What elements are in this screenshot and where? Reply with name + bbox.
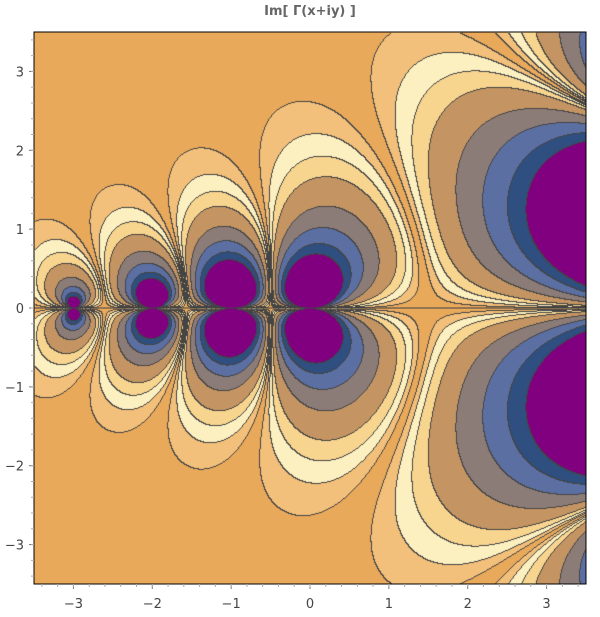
x-axis: −3 −2 −1 0 1 2 3 bbox=[41, 584, 579, 612]
y-tick-label: −2 bbox=[5, 460, 24, 475]
x-tick-label: −1 bbox=[222, 597, 241, 612]
y-tick-label: 3 bbox=[16, 65, 24, 80]
y-axis: 3 2 1 0 −1 −2 −3 bbox=[5, 39, 34, 577]
y-tick-label: −1 bbox=[5, 381, 24, 396]
y-tick-label: 2 bbox=[16, 144, 24, 159]
x-tick-label: 3 bbox=[542, 597, 550, 612]
x-tick-label: 0 bbox=[306, 597, 314, 612]
y-tick-label: −3 bbox=[5, 539, 24, 554]
x-tick-label: 1 bbox=[385, 597, 393, 612]
x-tick-label: −2 bbox=[143, 597, 162, 612]
y-tick-label: 0 bbox=[16, 302, 24, 317]
y-tick-label: 1 bbox=[16, 223, 24, 238]
chart-title: Im[ Γ(x+iy) ] bbox=[264, 4, 356, 19]
x-tick-label: −3 bbox=[64, 597, 83, 612]
x-tick-label: 2 bbox=[464, 597, 472, 612]
